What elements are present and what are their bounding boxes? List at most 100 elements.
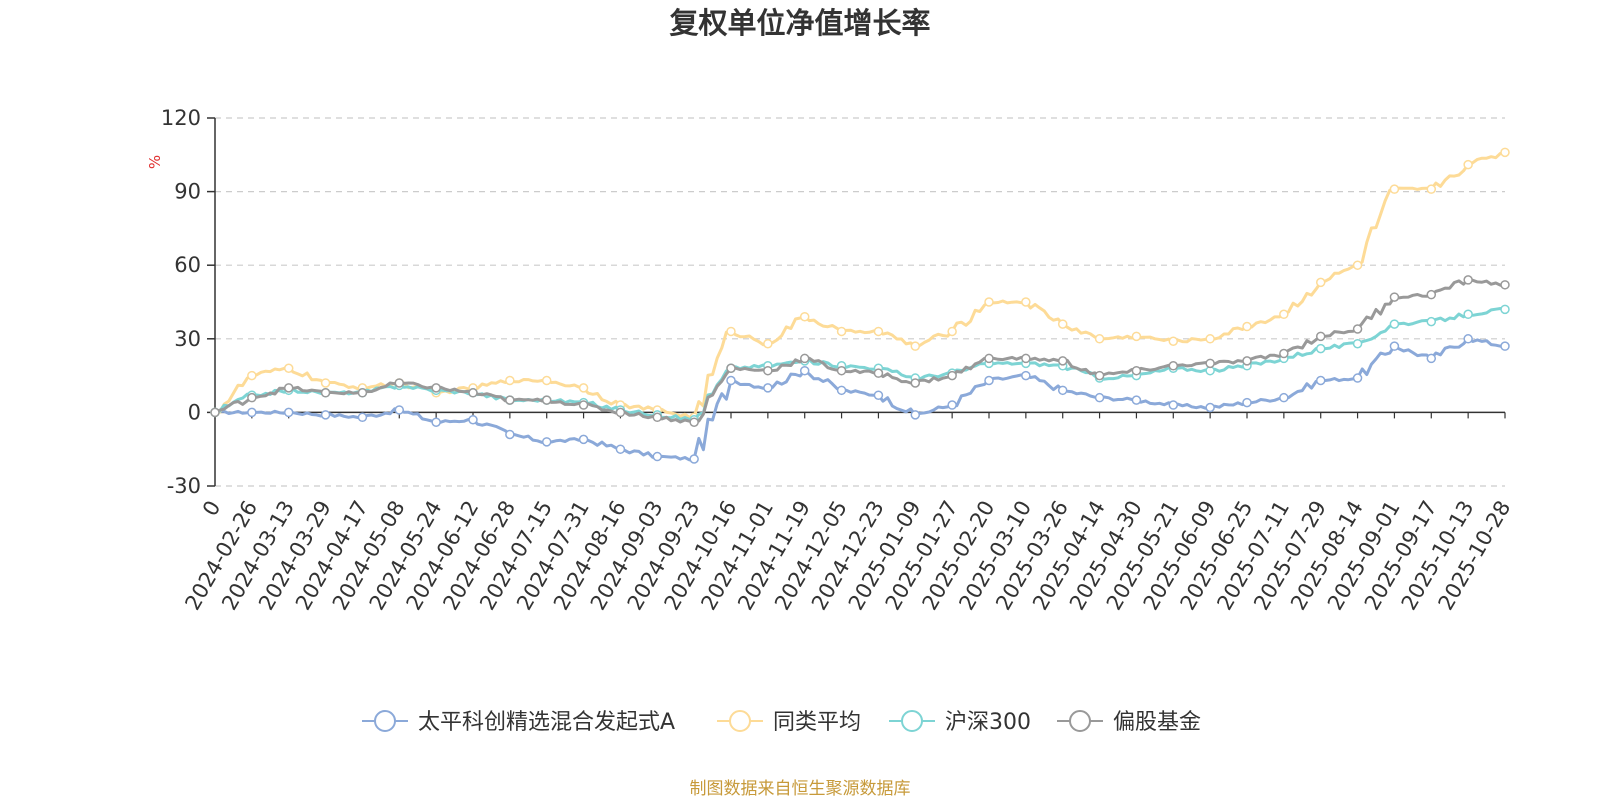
- data-point[interactable]: [247, 370, 257, 381]
- data-point[interactable]: [1021, 297, 1031, 307]
- data-point[interactable]: [1389, 292, 1400, 302]
- data-point[interactable]: [1279, 348, 1289, 359]
- data-point[interactable]: [1315, 331, 1326, 342]
- data-point[interactable]: [1242, 356, 1252, 366]
- data-point[interactable]: [1057, 385, 1068, 396]
- data-point[interactable]: [247, 407, 257, 418]
- data-point[interactable]: [1057, 356, 1068, 366]
- data-point[interactable]: [1131, 365, 1142, 376]
- data-point[interactable]: [799, 365, 810, 376]
- data-point[interactable]: [1168, 336, 1179, 347]
- data-point[interactable]: [873, 368, 884, 378]
- data-point[interactable]: [1168, 400, 1179, 410]
- legend-item-0[interactable]: 太平科创精选混合发起式A: [362, 710, 675, 735]
- data-point[interactable]: [652, 412, 663, 423]
- data-point[interactable]: [1205, 358, 1215, 369]
- data-point[interactable]: [1242, 321, 1252, 332]
- data-point[interactable]: [1242, 397, 1252, 408]
- data-point[interactable]: [763, 383, 773, 393]
- data-point[interactable]: [394, 378, 405, 388]
- data-point[interactable]: [726, 326, 736, 337]
- data-point[interactable]: [1094, 334, 1105, 344]
- data-point[interactable]: [726, 375, 736, 386]
- data-point[interactable]: [357, 412, 368, 423]
- data-point[interactable]: [541, 375, 552, 386]
- data-point[interactable]: [836, 365, 847, 376]
- data-point[interactable]: [1463, 275, 1473, 285]
- data-point[interactable]: [320, 410, 331, 420]
- data-point[interactable]: [910, 410, 921, 420]
- data-point[interactable]: [1315, 375, 1326, 386]
- data-point[interactable]: [247, 392, 257, 403]
- data-point[interactable]: [1352, 373, 1363, 383]
- data-point[interactable]: [799, 353, 810, 364]
- data-point[interactable]: [947, 400, 957, 410]
- data-point[interactable]: [541, 395, 552, 405]
- data-point[interactable]: [799, 311, 810, 322]
- data-point[interactable]: [1426, 184, 1437, 194]
- data-point[interactable]: [468, 388, 478, 398]
- data-point[interactable]: [578, 383, 589, 393]
- data-point[interactable]: [873, 326, 884, 337]
- legend[interactable]: 太平科创精选混合发起式A 同类平均 沪深300 偏股基金: [362, 710, 1201, 735]
- data-point[interactable]: [615, 407, 626, 418]
- data-point[interactable]: [283, 407, 294, 418]
- data-point[interactable]: [1426, 316, 1437, 327]
- data-point[interactable]: [984, 375, 994, 386]
- data-point[interactable]: [873, 390, 884, 400]
- data-point[interactable]: [1205, 334, 1215, 344]
- data-point[interactable]: [1205, 402, 1215, 413]
- data-point[interactable]: [1500, 147, 1510, 158]
- data-point[interactable]: [1315, 277, 1326, 288]
- data-point[interactable]: [1279, 309, 1289, 320]
- data-point[interactable]: [1426, 289, 1437, 300]
- data-point[interactable]: [726, 363, 736, 373]
- data-point[interactable]: [1168, 361, 1179, 371]
- data-point[interactable]: [505, 429, 515, 440]
- data-point[interactable]: [910, 341, 921, 351]
- data-point[interactable]: [578, 434, 589, 445]
- data-point[interactable]: [1500, 341, 1510, 351]
- data-point[interactable]: [910, 378, 921, 388]
- data-point[interactable]: [1094, 370, 1105, 381]
- data-point[interactable]: [1057, 319, 1068, 329]
- data-point[interactable]: [1500, 280, 1510, 290]
- data-point[interactable]: [836, 385, 847, 396]
- data-point[interactable]: [357, 388, 368, 398]
- data-point[interactable]: [1094, 392, 1105, 403]
- data-point[interactable]: [210, 407, 220, 418]
- data-point[interactable]: [468, 415, 478, 425]
- data-point[interactable]: [984, 353, 994, 364]
- data-point[interactable]: [541, 437, 552, 447]
- data-point[interactable]: [1352, 260, 1363, 270]
- legend-item-3[interactable]: 偏股基金: [1057, 710, 1201, 735]
- data-point[interactable]: [505, 395, 515, 405]
- data-point[interactable]: [1315, 343, 1326, 354]
- data-point[interactable]: [652, 451, 663, 462]
- data-point[interactable]: [984, 297, 994, 307]
- data-point[interactable]: [1131, 395, 1142, 405]
- data-point[interactable]: [1463, 309, 1473, 320]
- data-point[interactable]: [1352, 338, 1363, 349]
- data-point[interactable]: [1426, 353, 1437, 364]
- data-point[interactable]: [1279, 392, 1289, 403]
- data-point[interactable]: [283, 363, 294, 373]
- data-point[interactable]: [320, 388, 331, 398]
- legend-item-1[interactable]: 同类平均: [717, 710, 861, 735]
- data-point[interactable]: [689, 454, 699, 464]
- data-point[interactable]: [1389, 184, 1400, 194]
- data-point[interactable]: [578, 400, 589, 410]
- data-point[interactable]: [1389, 341, 1400, 351]
- data-point[interactable]: [505, 375, 515, 386]
- data-point[interactable]: [1389, 319, 1400, 329]
- data-point[interactable]: [615, 444, 626, 454]
- data-point[interactable]: [763, 338, 773, 349]
- data-point[interactable]: [1021, 370, 1031, 381]
- data-point[interactable]: [431, 417, 441, 427]
- data-point[interactable]: [431, 383, 441, 393]
- data-point[interactable]: [947, 326, 957, 337]
- data-point[interactable]: [1500, 304, 1510, 315]
- data-point[interactable]: [947, 370, 957, 381]
- data-point[interactable]: [1463, 334, 1473, 344]
- data-point[interactable]: [394, 405, 405, 415]
